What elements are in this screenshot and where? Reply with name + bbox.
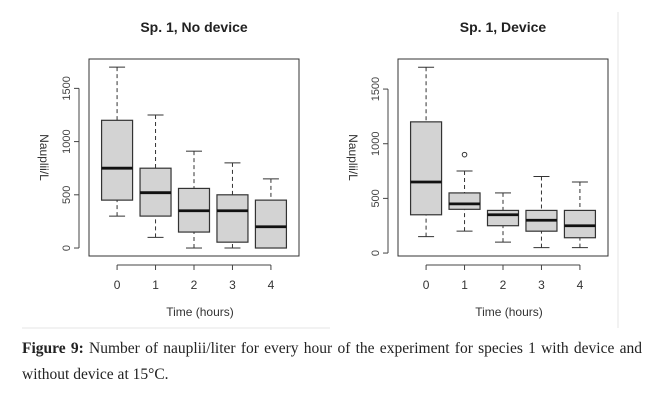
box-2 [177, 150, 211, 249]
y-tick-label: 500 [61, 186, 73, 204]
y-tick-label: 1000 [61, 129, 73, 153]
outlier-point [461, 151, 468, 158]
iqr-box [216, 194, 249, 243]
iqr-box [254, 199, 288, 249]
y-tick-label: 1500 [61, 76, 73, 100]
y-tick-label: 500 [370, 189, 382, 207]
box-0 [100, 66, 134, 217]
x-tick-label: 2 [191, 278, 198, 292]
iqr-box [563, 209, 597, 239]
box-4 [254, 178, 288, 249]
iqr-box [409, 121, 443, 216]
x-axis-label: Time (hours) [166, 305, 234, 319]
chart-title: Sp. 1, No device [140, 19, 248, 35]
box-1 [448, 151, 481, 232]
y-axis-label: Nauplii/L [346, 134, 360, 181]
x-tick-label: 1 [461, 278, 468, 292]
box-2 [486, 192, 520, 243]
iqr-box [448, 192, 481, 210]
plot-frame [88, 58, 300, 257]
y-tick-label: 0 [370, 250, 382, 256]
box-1 [139, 114, 172, 238]
iqr-box [100, 119, 134, 201]
box-0 [409, 66, 443, 238]
plot-frame [397, 58, 609, 257]
y-tick-label: 1000 [370, 131, 382, 155]
box-3 [525, 176, 558, 249]
x-tick-label: 0 [114, 278, 121, 292]
x-tick-label: 2 [500, 278, 507, 292]
x-tick-label: 4 [268, 278, 275, 292]
y-axis-label: Nauplii/L [37, 134, 51, 181]
x-tick-label: 3 [538, 278, 545, 292]
x-tick-label: 1 [152, 278, 159, 292]
caption-text: Number of nauplii/liter for every hour o… [22, 340, 642, 383]
iqr-box [486, 209, 520, 227]
x-tick-label: 0 [423, 278, 430, 292]
chart-panel-1: Sp. 1, Device 0 500 1000 1500 Nauplii/L 0 1 2 3 4 T… [346, 19, 609, 319]
box-4 [563, 181, 597, 249]
figure-caption: Figure 9: Number of nauplii/liter for ev… [22, 336, 642, 388]
chart-title: Sp. 1, Device [460, 19, 547, 35]
x-tick-label: 3 [229, 278, 236, 292]
y-tick-label: 1500 [370, 77, 382, 101]
x-axis-label: Time (hours) [475, 305, 543, 319]
chart-panel-0: Sp. 1, No device 0 500 1000 1500 Nauplii/L 0 1 2… [37, 19, 300, 319]
y-tick-label: 0 [61, 245, 73, 251]
box-3 [216, 162, 249, 249]
caption-label: Figure 9: [22, 340, 84, 357]
x-tick-label: 4 [577, 278, 584, 292]
